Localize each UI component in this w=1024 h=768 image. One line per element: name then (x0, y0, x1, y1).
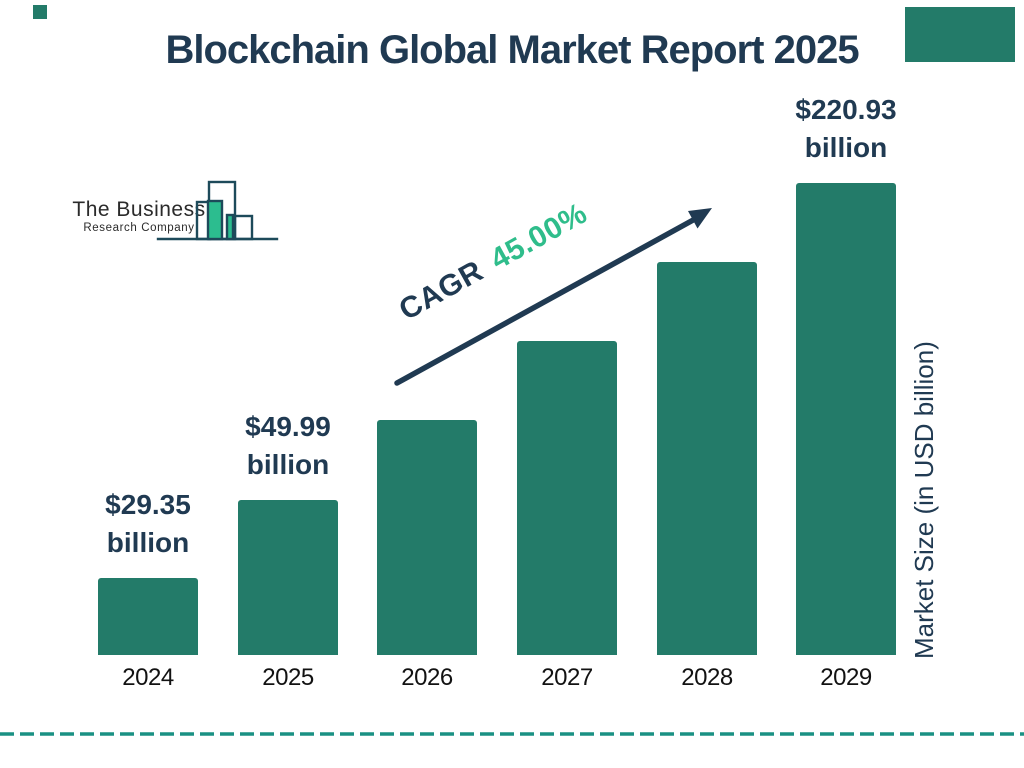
bar-2025 (238, 500, 338, 655)
x-tick-2026: 2026 (401, 664, 453, 691)
bottom-dashed-divider (0, 732, 1024, 736)
corner-square-decoration (33, 5, 47, 19)
value-label-2029: $220.93 billion (795, 94, 897, 163)
bar-2024 (98, 578, 198, 655)
bar-2026 (377, 420, 477, 655)
bar-2027 (517, 341, 617, 655)
company-logo: The Business Research Company (68, 180, 298, 252)
company-logo-text: The Business Research Company (68, 198, 210, 235)
bar-2029 (796, 183, 896, 655)
page-title: Blockchain Global Market Report 2025 (165, 28, 859, 72)
value-label-2025: $49.99 billion (245, 411, 331, 480)
bar-chart-logo-icon (155, 178, 283, 244)
y-axis-label: Market Size (in USD billion) (909, 341, 939, 659)
logo-name: The Business (72, 198, 206, 221)
x-tick-2029: 2029 (820, 664, 872, 691)
x-tick-2025: 2025 (262, 664, 314, 691)
logo-subname: Research Company (83, 222, 195, 234)
x-tick-2024: 2024 (122, 664, 174, 691)
x-tick-2027: 2027 (541, 664, 593, 691)
corner-rectangle-decoration (905, 7, 1015, 62)
bar-2028 (657, 262, 757, 655)
x-tick-2028: 2028 (681, 664, 733, 691)
value-label-2024: $29.35 billion (105, 489, 191, 558)
